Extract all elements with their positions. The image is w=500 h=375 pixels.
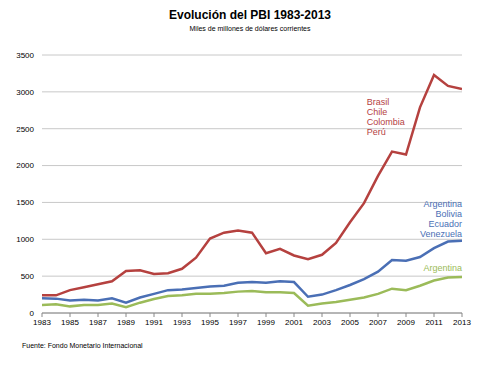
svg-text:Colombia: Colombia bbox=[367, 117, 405, 127]
svg-text:2500: 2500 bbox=[16, 125, 34, 134]
svg-text:1997: 1997 bbox=[229, 318, 247, 327]
svg-text:2013: 2013 bbox=[453, 318, 471, 327]
svg-text:1989: 1989 bbox=[117, 318, 135, 327]
svg-text:Chile: Chile bbox=[367, 107, 388, 117]
svg-text:2011: 2011 bbox=[425, 318, 443, 327]
svg-text:Ecuador: Ecuador bbox=[428, 219, 462, 229]
svg-text:3000: 3000 bbox=[16, 88, 34, 97]
svg-text:2003: 2003 bbox=[313, 318, 331, 327]
svg-text:2007: 2007 bbox=[369, 318, 387, 327]
svg-text:2000: 2000 bbox=[16, 161, 34, 170]
svg-text:Argentina: Argentina bbox=[423, 263, 462, 273]
svg-text:1000: 1000 bbox=[16, 235, 34, 244]
svg-text:2001: 2001 bbox=[285, 318, 303, 327]
svg-text:Bolivia: Bolivia bbox=[435, 209, 462, 219]
svg-text:Argentina: Argentina bbox=[423, 199, 462, 209]
svg-text:1995: 1995 bbox=[201, 318, 219, 327]
html-text:Fuente: Fondo Monetario Intern: Fuente: Fondo Monetario Internacional bbox=[22, 342, 143, 349]
svg-text:Perú: Perú bbox=[367, 127, 386, 137]
svg-text:1985: 1985 bbox=[61, 318, 79, 327]
html-text:Miles de millones de dólares c: Miles de millones de dólares corrientes bbox=[189, 25, 311, 32]
svg-text:500: 500 bbox=[21, 272, 35, 281]
svg-text:Brasil: Brasil bbox=[367, 97, 390, 107]
svg-text:1999: 1999 bbox=[257, 318, 275, 327]
svg-text:3500: 3500 bbox=[16, 51, 34, 60]
svg-text:1987: 1987 bbox=[89, 318, 107, 327]
html-text:Evolución del PBI 1983-2013: Evolución del PBI 1983-2013 bbox=[169, 8, 331, 22]
svg-text:1500: 1500 bbox=[16, 198, 34, 207]
svg-text:Venezuela: Venezuela bbox=[420, 229, 462, 239]
svg-text:2009: 2009 bbox=[397, 318, 415, 327]
svg-text:0: 0 bbox=[30, 309, 35, 318]
svg-text:1983: 1983 bbox=[33, 318, 51, 327]
svg-text:1991: 1991 bbox=[145, 318, 163, 327]
svg-text:1993: 1993 bbox=[173, 318, 191, 327]
svg-text:2005: 2005 bbox=[341, 318, 359, 327]
